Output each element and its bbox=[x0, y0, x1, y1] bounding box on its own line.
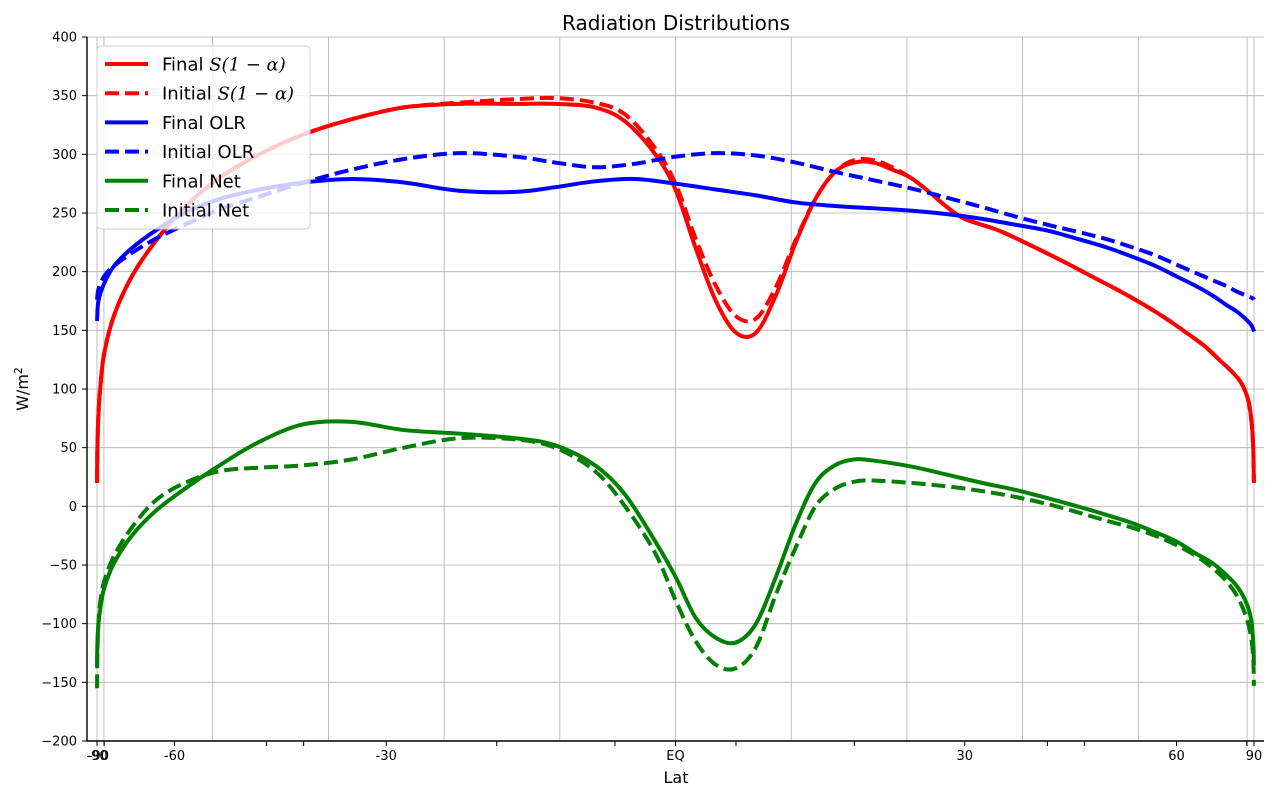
x-tick-label: EQ bbox=[666, 749, 684, 764]
legend-label: Initial S(1 − α) bbox=[162, 84, 294, 105]
series-line-5 bbox=[95, 419, 1256, 668]
legend-label: Final OLR bbox=[162, 113, 246, 134]
legend-label: Final S(1 − α) bbox=[162, 55, 286, 76]
y-tick-label: 250 bbox=[52, 207, 77, 222]
x-axis-label: Lat bbox=[664, 768, 689, 787]
y-tick-label: 0 bbox=[69, 500, 77, 515]
y-tick-label: 400 bbox=[52, 31, 77, 46]
y-tick-label: −150 bbox=[41, 676, 77, 691]
y-tick-label: 150 bbox=[52, 324, 77, 339]
legend-label: Initial OLR bbox=[162, 142, 254, 163]
x-tick-label: -30 bbox=[376, 749, 397, 764]
y-tick-label: 100 bbox=[52, 383, 77, 398]
chart-title: Radiation Distributions bbox=[562, 11, 790, 35]
legend-label: Final Net bbox=[162, 171, 241, 192]
x-tick-label: 90 bbox=[1246, 749, 1263, 764]
x-tick-label: 60 bbox=[1168, 749, 1185, 764]
y-tick-label: −50 bbox=[50, 559, 77, 574]
y-axis-label-group: W/m2 bbox=[12, 367, 32, 411]
x-tick-label: 30 bbox=[956, 749, 973, 764]
y-tick-label: 200 bbox=[52, 265, 77, 280]
legend-box bbox=[96, 45, 311, 230]
x-tick-label: -90 bbox=[88, 749, 109, 764]
y-axis-label: W/m2 bbox=[12, 367, 32, 411]
x-tick-label: -60 bbox=[164, 749, 185, 764]
y-tick-label: 300 bbox=[52, 148, 77, 163]
series-line-6 bbox=[95, 435, 1256, 689]
y-tick-label: −200 bbox=[41, 735, 77, 750]
ticks: −200 −150 −100 −50 0 50 100 150 200 250 300 350 400 -… bbox=[41, 31, 1262, 765]
y-tick-label: 350 bbox=[52, 89, 77, 104]
y-tick-label: 50 bbox=[60, 441, 77, 456]
y-tick-label: −100 bbox=[41, 617, 77, 632]
legend: Final S(1 − α) Initial S(1 − α) Final OLR I… bbox=[96, 45, 311, 230]
x-tick-label: -90 bbox=[86, 749, 107, 764]
legend-label: Initial Net bbox=[162, 201, 249, 222]
